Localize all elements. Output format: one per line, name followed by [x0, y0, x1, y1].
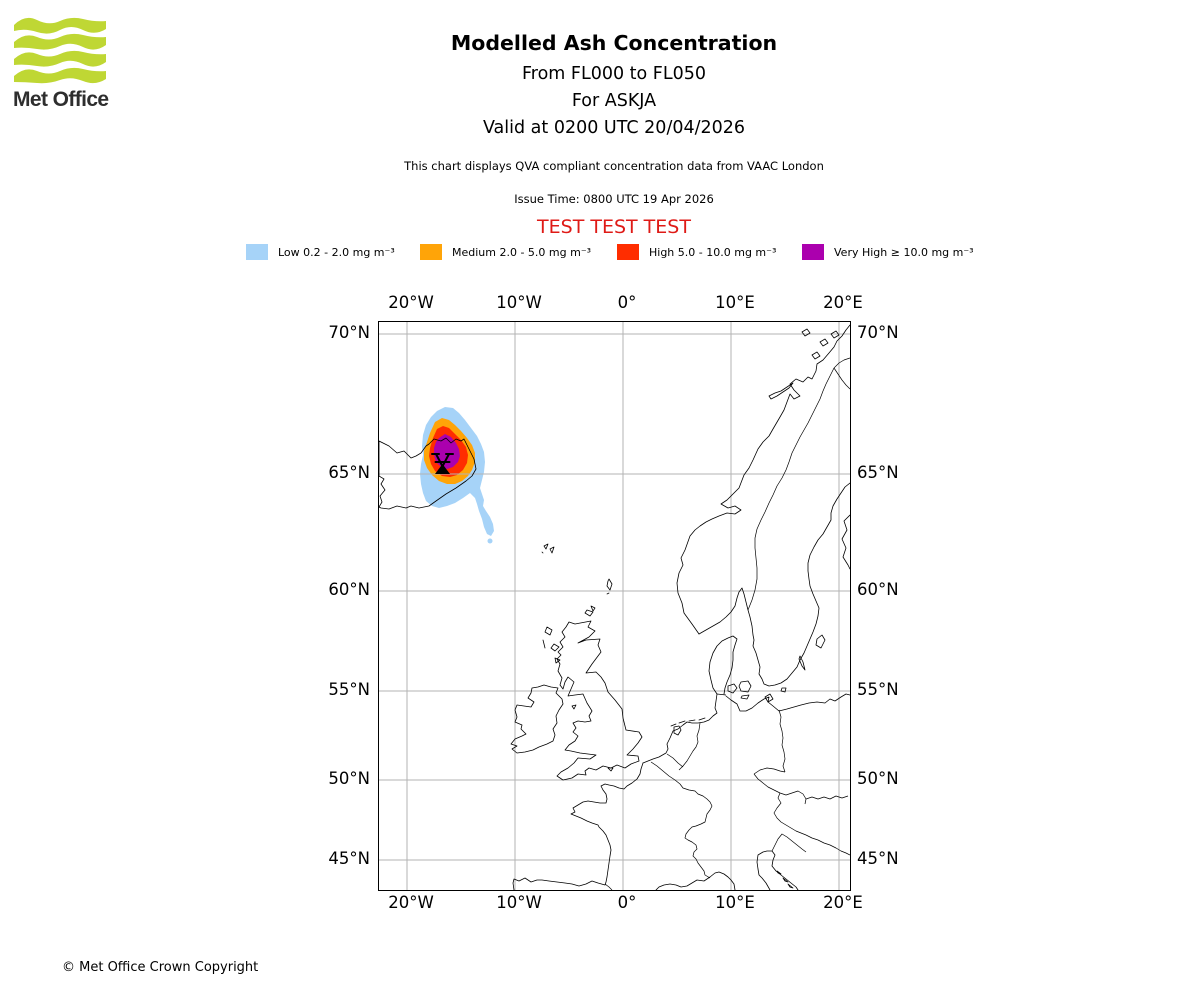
lon-tick-top-0: 0°	[617, 293, 637, 312]
coastline-lofoten	[768, 328, 840, 400]
lat-tick-right-65n: 65°N	[857, 463, 899, 482]
coastline-ijsselmeer	[673, 725, 682, 736]
lon-tick-top-10e: 10°E	[715, 293, 755, 312]
flight-level-subtitle: From FL000 to FL050	[521, 64, 707, 84]
border-germany-poland	[778, 709, 786, 773]
coastline-denmark	[708, 635, 738, 695]
border-belgium-netherlands	[666, 753, 684, 768]
legend-item-medium: Medium 2.0 - 5.0 mg m⁻³	[420, 243, 591, 261]
lat-tick-left-50n: 50°N	[328, 769, 370, 788]
coastlines	[378, 324, 851, 891]
coastline-orkney	[584, 605, 596, 617]
lat-tick-right-50n: 50°N	[857, 769, 899, 788]
legend-swatch-low	[246, 244, 268, 260]
ash-cloud-layers	[420, 407, 494, 544]
ash-band-low-detached-dot	[487, 538, 493, 544]
lon-tick-bottom-10w: 10°W	[496, 893, 542, 912]
lat-tick-left-70n: 70°N	[328, 323, 370, 342]
met-office-logo-waves-icon	[14, 17, 106, 84]
test-banner: TEST TEST TEST	[537, 216, 691, 238]
lat-tick-left-45n: 45°N	[328, 849, 370, 868]
coastline-croatian-islands	[776, 870, 794, 889]
coastline-norway	[676, 324, 851, 635]
coastline-hebrides	[542, 626, 561, 664]
coastline-isle-of-wight	[607, 767, 614, 772]
border-austria-slovenia	[773, 792, 807, 836]
legend-label-high: High 5.0 - 10.0 mg m⁻³	[649, 245, 777, 259]
graticule	[379, 322, 850, 890]
lat-tick-right-70n: 70°N	[857, 323, 899, 342]
legend-label-medium: Medium 2.0 - 5.0 mg m⁻³	[452, 245, 592, 259]
legend-swatch-high	[617, 244, 639, 260]
volcano-subtitle: For ASKJA	[571, 91, 657, 111]
map-frame	[378, 321, 851, 891]
lat-tick-left-55n: 55°N	[328, 680, 370, 699]
coastline-gotland	[815, 634, 826, 649]
legend-label-low: Low 0.2 - 2.0 mg m⁻³	[278, 245, 395, 259]
lon-tick-top-20e: 20°E	[823, 293, 863, 312]
coastline-ireland	[510, 684, 564, 754]
legend-item-low: Low 0.2 - 2.0 mg m⁻³	[246, 243, 395, 261]
legend-item-very-high: Very High ≥ 10.0 mg m⁻³	[802, 243, 974, 261]
page-title: Modelled Ash Concentration	[450, 31, 778, 55]
lon-tick-top-20w: 20°W	[388, 293, 434, 312]
map-canvas	[378, 322, 851, 891]
coastline-oland	[798, 655, 806, 671]
lon-tick-bottom-20w: 20°W	[388, 893, 434, 912]
coastline-faroes	[541, 543, 555, 554]
legend-item-high: High 5.0 - 10.0 mg m⁻³	[617, 243, 776, 261]
border-norway-sweden	[747, 367, 835, 611]
copyright-notice: © Met Office Crown Copyright	[62, 960, 259, 975]
coastline-rugen	[764, 693, 774, 703]
lon-tick-top-10w: 10°W	[496, 293, 542, 312]
border-denmark-germany	[716, 693, 727, 696]
coastline-shetland	[606, 578, 613, 595]
coastline-north-sea	[642, 693, 718, 764]
ash-band-very-high	[434, 434, 460, 469]
valid-time-subtitle: Valid at 0200 UTC 20/04/2026	[482, 118, 746, 138]
coastline-great-britain	[556, 620, 643, 781]
issue-time: Issue Time: 0800 UTC 19 Apr 2026	[514, 192, 714, 206]
coastline-isle-of-man	[571, 704, 577, 710]
coastline-scandinavia-south	[698, 482, 851, 687]
lon-tick-bottom-10e: 10°E	[715, 893, 755, 912]
coastline-mediterranean	[655, 871, 736, 891]
border-france-benelux-germany-alps	[650, 761, 713, 879]
coastline-france-iberia	[512, 762, 644, 891]
border-hungary-east	[805, 795, 851, 856]
coastline-bornholm	[780, 687, 787, 693]
country-borders	[604, 357, 851, 891]
coastline-baltic-south	[725, 693, 851, 712]
lat-tick-right-45n: 45°N	[857, 849, 899, 868]
border-netherlands-germany	[678, 722, 701, 771]
met-office-logo-text: Met Office	[13, 88, 109, 111]
border-pyrenees-stub	[604, 883, 613, 891]
qva-compliance-note: This chart displays QVA compliant concen…	[404, 159, 824, 173]
lat-tick-right-55n: 55°N	[857, 680, 899, 699]
lon-tick-bottom-20e: 20°E	[823, 893, 863, 912]
coastline-adriatic	[756, 850, 799, 891]
border-italy-slovenia-croatia	[771, 833, 807, 853]
legend-label-very-high: Very High ≥ 10.0 mg m⁻³	[834, 245, 974, 259]
lat-tick-left-65n: 65°N	[328, 463, 370, 482]
border-czechia	[753, 767, 807, 805]
border-sweden-finland	[833, 357, 851, 390]
lat-tick-right-60n: 60°N	[857, 580, 899, 599]
coastline-danish-islands	[727, 680, 752, 700]
legend-swatch-medium	[420, 244, 442, 260]
lon-tick-bottom-0: 0°	[617, 893, 637, 912]
coastline-iceland	[378, 437, 477, 510]
coastline-finland-archipelago	[841, 514, 851, 570]
volcano-eruption-icon	[431, 453, 454, 474]
coastline-frisian-islands	[670, 717, 706, 727]
lat-tick-left-60n: 60°N	[328, 580, 370, 599]
legend-swatch-very-high	[802, 244, 824, 260]
